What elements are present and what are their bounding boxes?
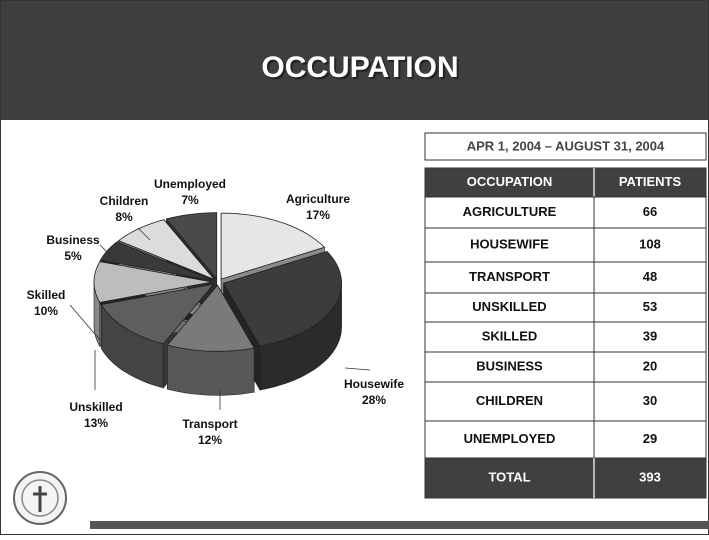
slice-label: Unemployed [154, 177, 226, 191]
pie-chart: Agriculture 17% Housewife 28% Transport 12% Un… [27, 177, 405, 447]
slice-label: Unskilled [69, 400, 122, 414]
body-cell: 48 [643, 269, 657, 284]
header-row [424, 167, 707, 198]
body-cell: 29 [643, 431, 657, 446]
slice [223, 250, 343, 347]
body-row [424, 292, 707, 323]
slice-value-label: 8% [115, 210, 133, 224]
logo-inner [21, 479, 59, 517]
body-cell: UNSKILLED [472, 299, 546, 314]
body-cell: 108 [639, 236, 661, 251]
slice [166, 284, 255, 352]
slice-label: Children [100, 194, 149, 208]
body-cell: TRANSPORT [469, 269, 550, 284]
leader-line [69, 304, 101, 341]
slice-side [167, 344, 255, 396]
body-row [424, 420, 707, 459]
body-cell: 66 [643, 204, 657, 219]
header-cell: PATIENTS [619, 174, 682, 189]
footer-bar [90, 521, 709, 529]
body-row [424, 196, 707, 229]
body-cell: CHILDREN [476, 393, 543, 408]
slice-label: Agriculture [286, 192, 350, 206]
slice [220, 212, 326, 280]
body-cell: SKILLED [482, 328, 538, 343]
body-cell: AGRICULTURE [463, 204, 557, 219]
slice [99, 241, 213, 281]
body-cell: 20 [643, 358, 657, 373]
slice-label: Skilled [27, 288, 66, 302]
logo [13, 471, 67, 525]
body-cell: HOUSEWIFE [470, 236, 549, 251]
body-cell: 30 [643, 393, 657, 408]
slice-value-label: 10% [34, 304, 58, 318]
slice-label: Housewife [344, 377, 404, 391]
body-row [424, 261, 707, 294]
leader-line [99, 244, 116, 261]
body-row [424, 381, 707, 422]
title: OCCUPATION [261, 51, 458, 84]
title-shadow: OCCUPATION [263, 53, 460, 86]
slice-value-label: 5% [64, 249, 82, 263]
total-cell: 393 [639, 469, 661, 484]
slice [93, 261, 213, 303]
leader-line [344, 367, 371, 371]
body-cell: 53 [643, 299, 657, 314]
body-cell: 39 [643, 328, 657, 343]
slice-label: Transport [182, 417, 237, 431]
logo-mark [33, 486, 47, 512]
slice-value-label: 17% [306, 208, 330, 222]
table-caption-box [424, 132, 707, 161]
body-cell: UNEMPLOYED [464, 431, 556, 446]
body-row [424, 321, 707, 353]
leader-line [137, 227, 151, 241]
table-caption: APR 1, 2004 – AUGUST 31, 2004 [467, 138, 665, 153]
slice-value-label: 28% [362, 393, 386, 407]
slice [100, 283, 215, 345]
header-band [0, 0, 709, 120]
slice-value-label: 12% [198, 433, 222, 447]
slice-value-label: 13% [84, 416, 108, 430]
total-cell: TOTAL [488, 469, 530, 484]
total-row [424, 457, 707, 499]
header-cell: OCCUPATION [467, 174, 552, 189]
slice-value-label: 7% [181, 193, 199, 207]
slice [165, 212, 218, 280]
body-row [424, 351, 707, 383]
body-row [424, 227, 707, 263]
body-cell: BUSINESS [476, 358, 543, 373]
slice-label: Business [46, 233, 100, 247]
table: APR 1, 2004 – AUGUST 31, 2004 OCCUPATION P… [424, 132, 707, 499]
